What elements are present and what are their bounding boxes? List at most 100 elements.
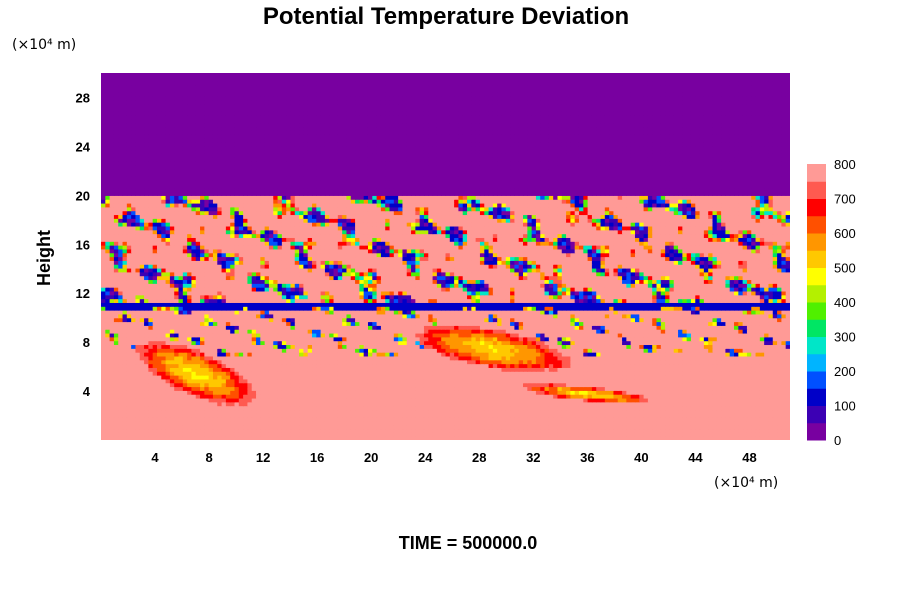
heatmap-cell [514, 406, 519, 410]
heatmap-cell [682, 360, 687, 364]
heatmap-cell [704, 329, 709, 333]
heatmap-cell [501, 348, 506, 352]
heatmap-cell [359, 421, 364, 425]
heatmap-cell [717, 325, 722, 329]
heatmap-cell [467, 329, 472, 333]
heatmap-cell [312, 436, 317, 440]
heatmap-cell [265, 375, 270, 379]
heatmap-cell [639, 390, 644, 394]
heatmap-cell [458, 409, 463, 413]
heatmap-cell [118, 360, 123, 364]
heatmap-cell [428, 333, 433, 337]
heatmap-cell [372, 429, 377, 433]
heatmap-cell [402, 367, 407, 371]
heatmap-cell [708, 402, 713, 406]
heatmap-cell [286, 417, 291, 421]
heatmap-cell [161, 375, 166, 379]
heatmap-cell [179, 432, 184, 436]
heatmap-cell [144, 360, 149, 364]
heatmap-cell [209, 409, 214, 413]
heatmap-cell [501, 432, 506, 436]
heatmap-cell [695, 333, 700, 337]
heatmap-cell [273, 379, 278, 383]
heatmap-cell [652, 356, 657, 360]
heatmap-cell [346, 360, 351, 364]
heatmap-cell [527, 406, 532, 410]
heatmap-cell [644, 429, 649, 433]
heatmap-cell [187, 356, 192, 360]
heatmap-cell [514, 398, 519, 402]
heatmap-cell [433, 425, 438, 429]
heatmap-cell [730, 383, 735, 387]
heatmap-cell [747, 390, 752, 394]
heatmap-cell [678, 333, 683, 337]
heatmap-cell [678, 344, 683, 348]
heatmap-cell [695, 325, 700, 329]
heatmap-cell [299, 325, 304, 329]
heatmap-cell [661, 406, 666, 410]
heatmap-cell [394, 425, 399, 429]
heatmap-cell [131, 371, 136, 375]
heatmap-cell [153, 344, 158, 348]
heatmap-cell [579, 398, 584, 402]
heatmap-cell [402, 394, 407, 398]
heatmap-cell [613, 402, 618, 406]
heatmap-cell [196, 421, 201, 425]
heatmap-cell [204, 379, 209, 383]
heatmap-cell [583, 409, 588, 413]
heatmap-cell [519, 394, 524, 398]
heatmap-cell [230, 417, 235, 421]
heatmap-cell [489, 386, 494, 390]
heatmap-cell [105, 425, 110, 429]
heatmap-cell [148, 394, 153, 398]
heatmap-cell [286, 352, 291, 356]
heatmap-cell [601, 356, 606, 360]
heatmap-cell [308, 356, 313, 360]
heatmap-cell [743, 409, 748, 413]
heatmap-cell [217, 417, 222, 421]
heatmap-cell [695, 436, 700, 440]
heatmap-cell [747, 394, 752, 398]
heatmap-cell [557, 364, 562, 368]
heatmap-cell [433, 360, 438, 364]
heatmap-cell [467, 379, 472, 383]
heatmap-cell [222, 390, 227, 394]
heatmap-cell [290, 371, 295, 375]
heatmap-cell [725, 375, 730, 379]
heatmap-cell [549, 394, 554, 398]
heatmap-cell [239, 337, 244, 341]
heatmap-cell [540, 367, 545, 371]
heatmap-cell [691, 421, 696, 425]
heatmap-cell [407, 390, 412, 394]
heatmap-cell [635, 421, 640, 425]
heatmap-cell [588, 402, 593, 406]
heatmap-cell [480, 402, 485, 406]
heatmap-cell [123, 417, 128, 421]
heatmap-cell [243, 386, 248, 390]
heatmap-cell [437, 429, 442, 433]
heatmap-cell [334, 421, 339, 425]
heatmap-cell [674, 383, 679, 387]
heatmap-cell [239, 318, 244, 322]
heatmap-cell [583, 386, 588, 390]
heatmap-cell [540, 348, 545, 352]
heatmap-cell [286, 425, 291, 429]
heatmap-cell [415, 375, 420, 379]
heatmap-cell [105, 364, 110, 368]
heatmap-cell [588, 321, 593, 325]
heatmap-cell [303, 383, 308, 387]
heatmap-cell [170, 364, 175, 368]
heatmap-cell [501, 425, 506, 429]
heatmap-cell [738, 402, 743, 406]
heatmap-cell [644, 356, 649, 360]
heatmap-cell [290, 394, 295, 398]
heatmap-cell [368, 436, 373, 440]
heatmap-cell [338, 429, 343, 433]
heatmap-cell [717, 425, 722, 429]
heatmap-cell [570, 402, 575, 406]
heatmap-cell [114, 329, 119, 333]
heatmap-cell [446, 352, 451, 356]
heatmap-cell [781, 333, 786, 337]
heatmap-cell [704, 402, 709, 406]
heatmap-cell [437, 371, 442, 375]
